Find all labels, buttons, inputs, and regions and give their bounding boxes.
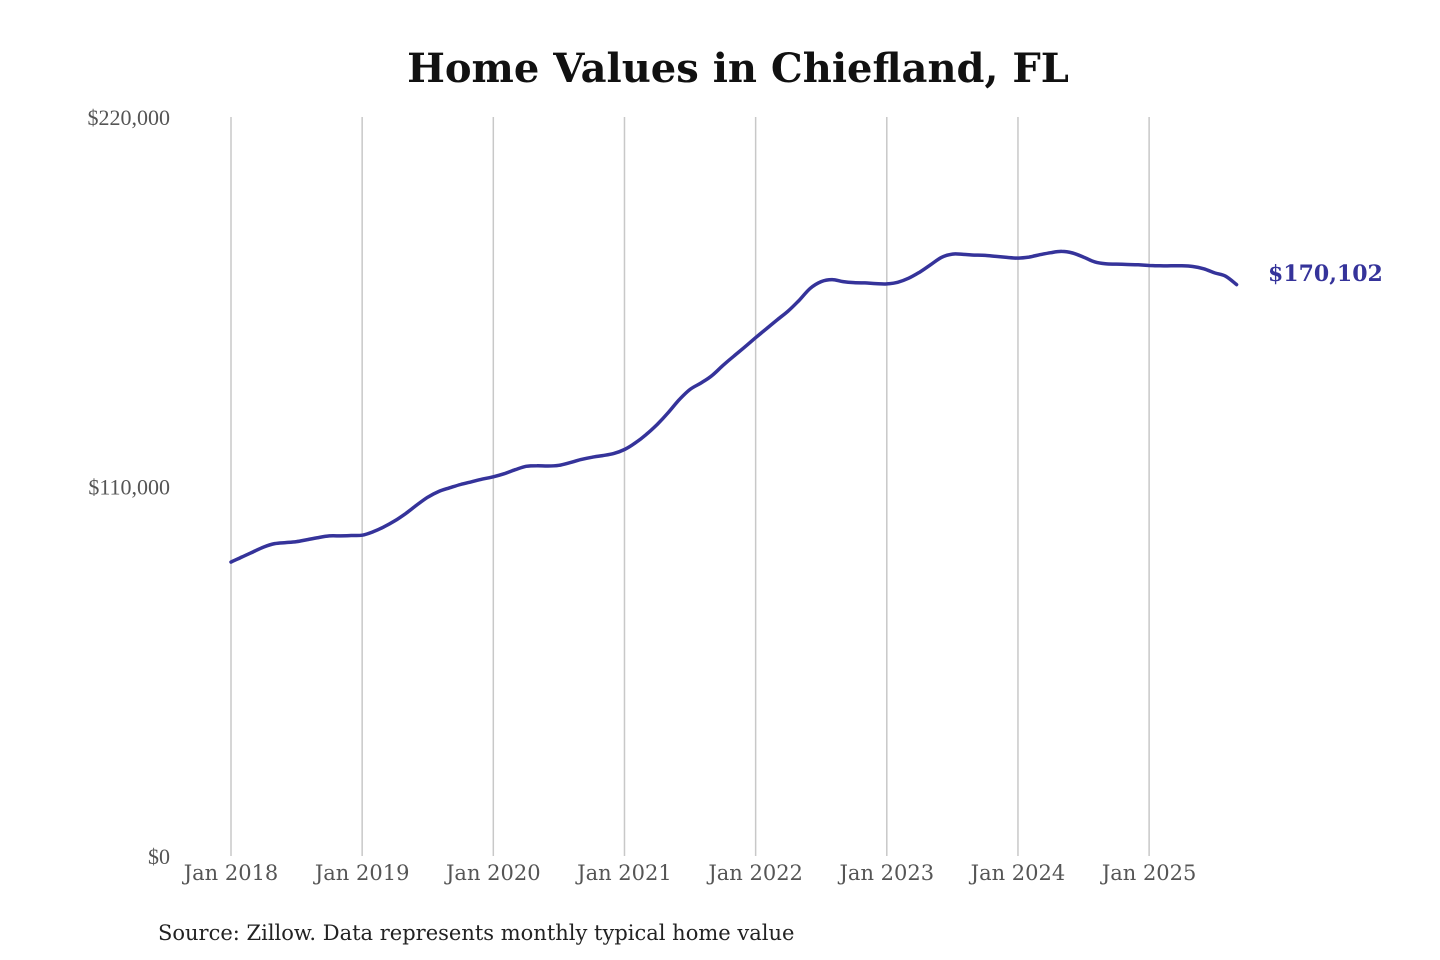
x-axis: Jan 2018 Jan 2019 Jan 2020 Jan 2021 Jan 2022…: [182, 861, 1197, 885]
x-tick-label: Jan 2024: [969, 861, 1066, 885]
x-tick-label: Jan 2019: [313, 861, 410, 885]
x-tick-label: Jan 2025: [1100, 861, 1197, 885]
y-tick-label: $0: [148, 844, 170, 869]
chart-title: Home Values in Chiefland, FL: [407, 45, 1069, 92]
y-axis: $0 $110,000 $220,000: [88, 105, 171, 869]
grid-layer: [230, 117, 1150, 856]
y-tick-label: $220,000: [88, 105, 171, 130]
series-layer: [229, 249, 1239, 564]
x-tick-label: Jan 2020: [444, 861, 541, 885]
x-tick-label: Jan 2023: [838, 861, 935, 885]
source-note: Source: Zillow. Data represents monthly …: [158, 921, 794, 945]
x-tick-label: Jan 2018: [182, 861, 279, 885]
x-tick-label: Jan 2021: [575, 861, 672, 885]
end-value-label: $170,102: [1268, 261, 1383, 287]
x-tick-label: Jan 2022: [706, 861, 803, 885]
series-line-0: [229, 249, 1239, 564]
y-tick-label: $110,000: [88, 475, 170, 500]
